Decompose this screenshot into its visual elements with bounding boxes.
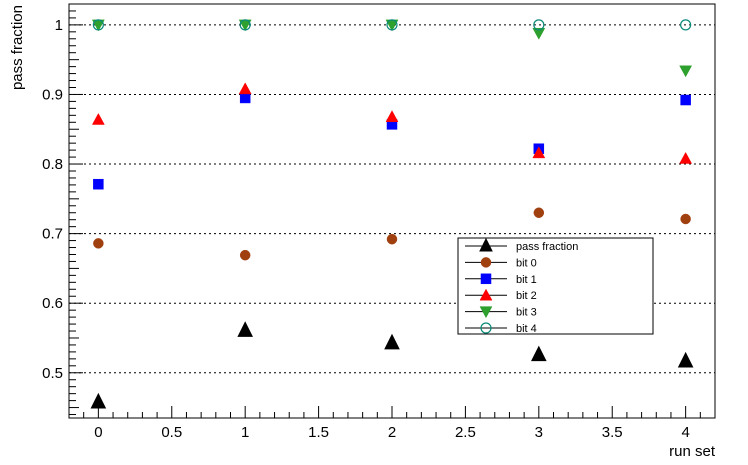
y-tick-label: 0.5 (42, 365, 63, 382)
data-point-bit-4 (680, 19, 692, 31)
data-point-bit-1 (239, 92, 251, 104)
legend-marker (479, 237, 493, 252)
legend-label: bit 2 (516, 290, 537, 302)
y-tick-label: 1 (55, 17, 63, 34)
x-tick-label: 1.5 (308, 424, 329, 441)
data-point-bit-4 (239, 19, 251, 31)
x-tick-label: 2 (388, 424, 396, 441)
plot-area-frame (68, 3, 716, 419)
data-point-pass-fraction (384, 333, 400, 350)
legend-box (457, 237, 654, 335)
data-point-bit-2 (532, 146, 546, 159)
y-tick-label: 0.6 (42, 295, 63, 312)
legend-label: bit 0 (516, 257, 537, 269)
x-tick-label: 3 (535, 424, 543, 441)
data-point-bit-3 (679, 65, 693, 78)
data-point-bit-0 (533, 207, 545, 218)
x-axis-label: run set (669, 443, 716, 460)
legend: pass fraction bit 0 bit 1 bit 2 bit 3 bit 4 (457, 237, 654, 335)
y-tick-label: 0.9 (42, 86, 63, 103)
x-tick-label: 0.5 (161, 424, 182, 441)
legend-label: pass fraction (516, 241, 578, 253)
data-point-bit-2 (91, 112, 105, 125)
x-tick-label: 3.5 (602, 424, 623, 441)
data-point-bit-0 (680, 213, 691, 225)
data-point-bit-1 (93, 178, 104, 190)
data-point-bit-2 (679, 151, 693, 164)
data-point-bit-0 (386, 233, 398, 245)
data-point-bit-0 (239, 249, 251, 261)
x-tick-label: 4 (681, 424, 689, 441)
data-point-bit-1 (680, 94, 691, 106)
x-tick-label: 0 (94, 424, 102, 441)
legend-marker (480, 273, 492, 285)
legend-marker (479, 288, 493, 301)
x-tick-label: 1 (241, 424, 249, 441)
data-point-pass-fraction (531, 345, 547, 362)
data-point-bit-4 (386, 19, 398, 31)
data-point-bit-0 (93, 238, 104, 249)
data-point-bit-4 (92, 19, 104, 31)
y-tick-label: 0.8 (42, 156, 63, 173)
legend-marker (480, 322, 492, 334)
data-point-bit-2 (238, 82, 252, 95)
data-point-pass-fraction (90, 392, 107, 409)
x-tick-label: 2.5 (455, 424, 476, 441)
data-point-pass-fraction (237, 321, 253, 337)
legend-marker (480, 257, 492, 268)
data-point-bit-4 (533, 19, 545, 31)
data-points (90, 19, 694, 409)
legend-label: bit 1 (516, 274, 537, 286)
data-point-bit-3 (532, 27, 546, 40)
y-axis-label: pass fraction (9, 5, 26, 90)
legend-marker (479, 306, 493, 319)
data-point-bit-2 (385, 110, 399, 122)
data-point-pass-fraction (677, 351, 694, 368)
axes: 0.5 0.6 0.7 0.8 0.9 1 0 0.5 1 1.5 2 2.5 3 3.5 4 (42, 3, 716, 441)
legend-label: bit 3 (516, 307, 537, 319)
y-tick-label: 0.7 (42, 226, 63, 243)
legend-label: bit 4 (516, 323, 537, 335)
